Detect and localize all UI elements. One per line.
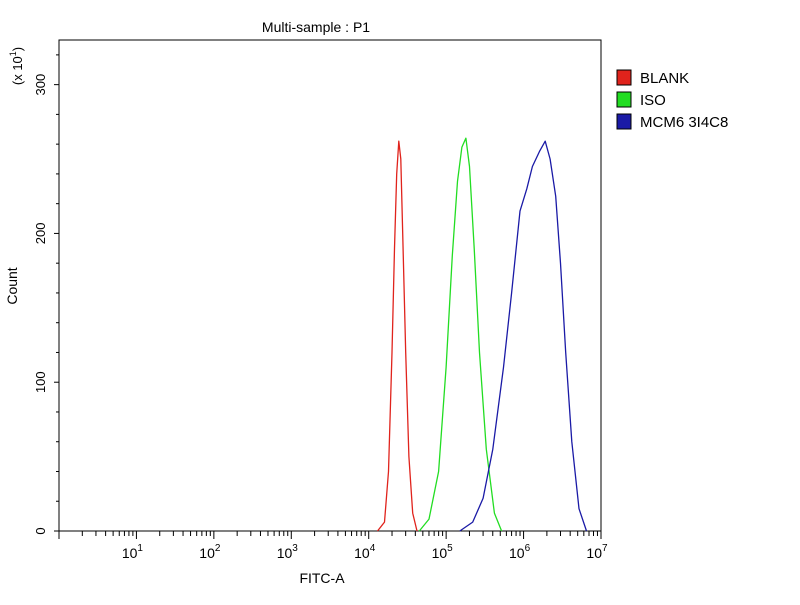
chart-title: Multi-sample : P1 [262,19,370,35]
y-multiplier-close: ) [10,47,25,51]
legend: BLANK ISO MCM6 3I4C8 [616,69,728,131]
y-tick-label: 300 [33,74,48,96]
series-line [418,137,503,532]
plot-area [58,39,602,532]
y-multiplier-base: (x 10 [10,56,25,85]
x-tick-label: 101 [122,543,144,561]
y-tick-label: 0 [33,527,48,534]
y-tick-label: 100 [33,371,48,393]
x-tick-label: 106 [509,543,531,561]
x-tick-label: 102 [199,543,221,561]
legend-label: ISO [640,92,666,109]
x-tick-label: 107 [586,543,608,561]
y-multiplier-label: (x 101) [8,47,25,85]
series-line [459,140,588,532]
x-axis-ticks: 101 102 103 104 105 106 107 [58,531,608,561]
y-axis-ticks: 0 100 200 300 [33,54,59,535]
legend-label: MCM6 3I4C8 [640,114,728,131]
legend-swatch [616,69,632,86]
x-axis-label: FITC-A [299,570,345,586]
legend-swatch [616,91,632,108]
y-multiplier-exp: 1 [8,51,18,56]
x-tick-label: 103 [277,543,299,561]
legend-swatch [616,113,632,130]
x-tick-label: 105 [432,543,454,561]
series-line [376,140,418,532]
y-axis-label: Count [4,267,20,304]
y-tick-label: 200 [33,223,48,245]
series-layer [376,137,588,532]
legend-label: BLANK [640,70,689,87]
x-tick-label: 104 [354,543,376,561]
